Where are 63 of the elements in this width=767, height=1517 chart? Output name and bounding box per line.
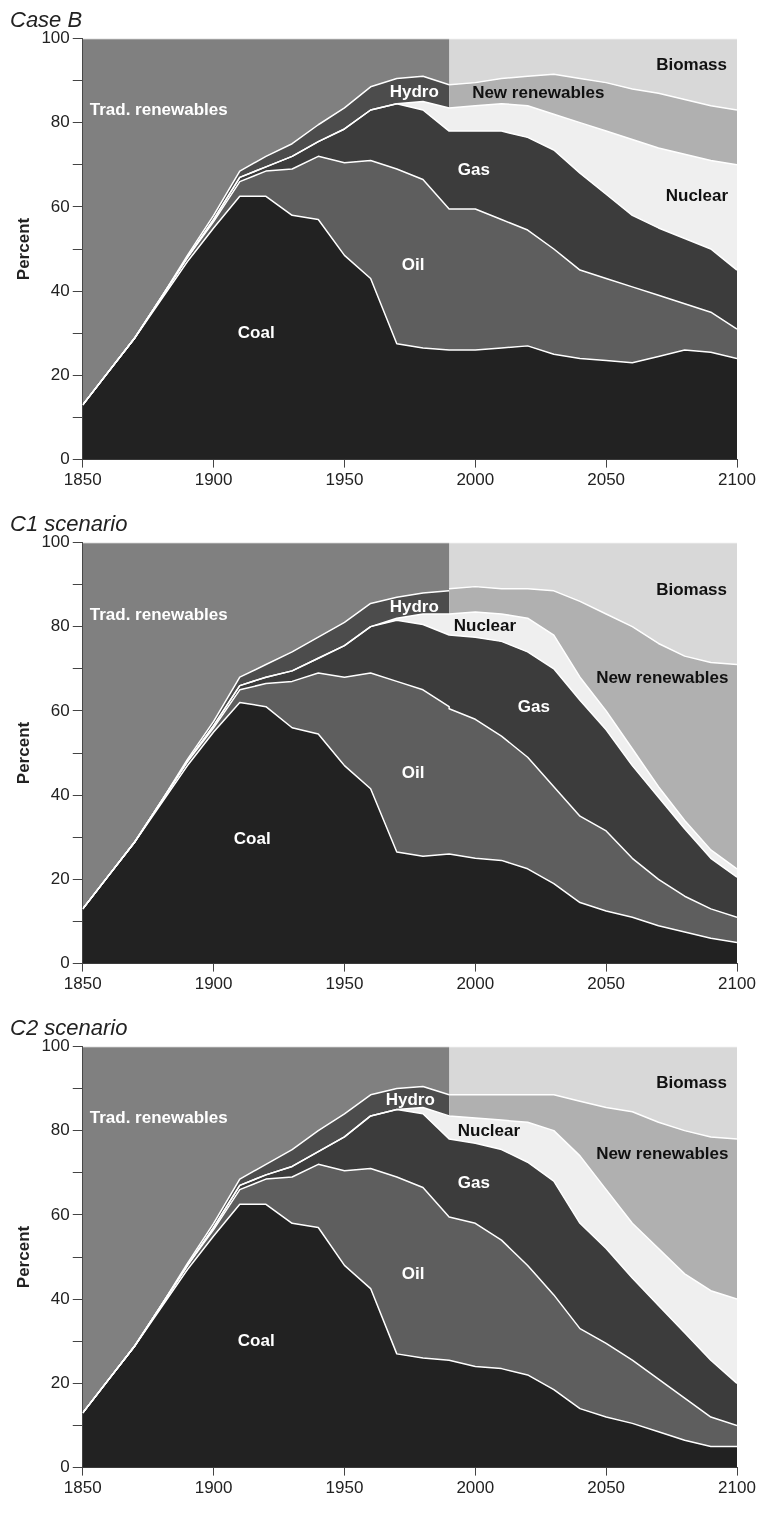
y-tick-label: 20	[50, 365, 70, 385]
y-tick-label: 80	[50, 1120, 70, 1140]
y-tick-label: 80	[50, 112, 70, 132]
x-tick-label: 1900	[194, 470, 233, 490]
series-label: Biomass	[656, 1072, 728, 1092]
x-tick-label: 2050	[587, 1478, 626, 1498]
y-tick-label: 100	[41, 532, 70, 552]
x-tick-label: 1900	[194, 974, 233, 994]
y-axis-title: Percent	[13, 217, 33, 281]
series-label: Gas	[457, 159, 490, 179]
series-label: Nuclear	[457, 1120, 521, 1140]
y-tick-label: 0	[60, 449, 70, 469]
x-tick-label: 1850	[63, 974, 102, 994]
y-tick-label: 20	[50, 869, 70, 889]
series-label: Coal	[237, 322, 275, 342]
y-tick-label: 40	[50, 280, 70, 300]
y-tick-label: 40	[50, 1288, 70, 1308]
series-label: Trad. renewables	[89, 100, 228, 120]
series-label: Gas	[517, 697, 550, 717]
y-tick-label: 100	[41, 1036, 70, 1056]
x-tick-label: 1950	[325, 470, 364, 490]
series-label: New renewables	[472, 83, 605, 103]
series-label: Hydro	[389, 82, 439, 102]
y-tick-label: 0	[60, 1457, 70, 1477]
y-axis-title: Percent	[13, 721, 33, 785]
y-tick-label: 20	[50, 1373, 70, 1393]
series-label: Oil	[401, 1263, 425, 1283]
y-tick-label: 60	[50, 700, 70, 720]
x-tick-label: 2000	[456, 470, 495, 490]
series-label: Coal	[233, 828, 271, 848]
series-label: Nuclear	[453, 615, 517, 635]
x-tick-label: 2100	[718, 974, 756, 994]
series-label: Trad. renewables	[89, 1108, 228, 1128]
y-tick-label: 100	[41, 28, 70, 48]
x-tick-label: 2000	[456, 1478, 495, 1498]
series-label: Gas	[457, 1172, 490, 1192]
x-tick-label: 1950	[325, 974, 364, 994]
x-tick-label: 1950	[325, 1478, 364, 1498]
series-label: Hydro	[385, 1089, 435, 1109]
x-tick-label: 2000	[456, 974, 495, 994]
series-label: Hydro	[389, 596, 439, 616]
y-tick-label: 60	[50, 1204, 70, 1224]
x-tick-label: 2050	[587, 974, 626, 994]
x-tick-label: 2100	[718, 470, 756, 490]
series-label: Biomass	[656, 580, 728, 600]
x-tick-label: 1900	[194, 1478, 233, 1498]
y-tick-label: 40	[50, 784, 70, 804]
series-label: Coal	[237, 1330, 275, 1350]
series-label: Oil	[401, 762, 425, 782]
x-tick-label: 1850	[63, 1478, 102, 1498]
x-tick-label: 2100	[718, 1478, 756, 1498]
y-tick-label: 80	[50, 616, 70, 636]
y-tick-label: 0	[60, 953, 70, 973]
series-label: New renewables	[596, 1144, 729, 1164]
series-label: Trad. renewables	[89, 605, 228, 625]
x-tick-label: 2050	[587, 470, 626, 490]
series-label: Oil	[401, 254, 425, 274]
x-tick-label: 1850	[63, 470, 102, 490]
series-label: Nuclear	[665, 186, 729, 206]
series-label: New renewables	[596, 667, 729, 687]
y-tick-label: 60	[50, 196, 70, 216]
y-axis-title: Percent	[13, 1225, 33, 1289]
series-label: Biomass	[656, 54, 728, 74]
